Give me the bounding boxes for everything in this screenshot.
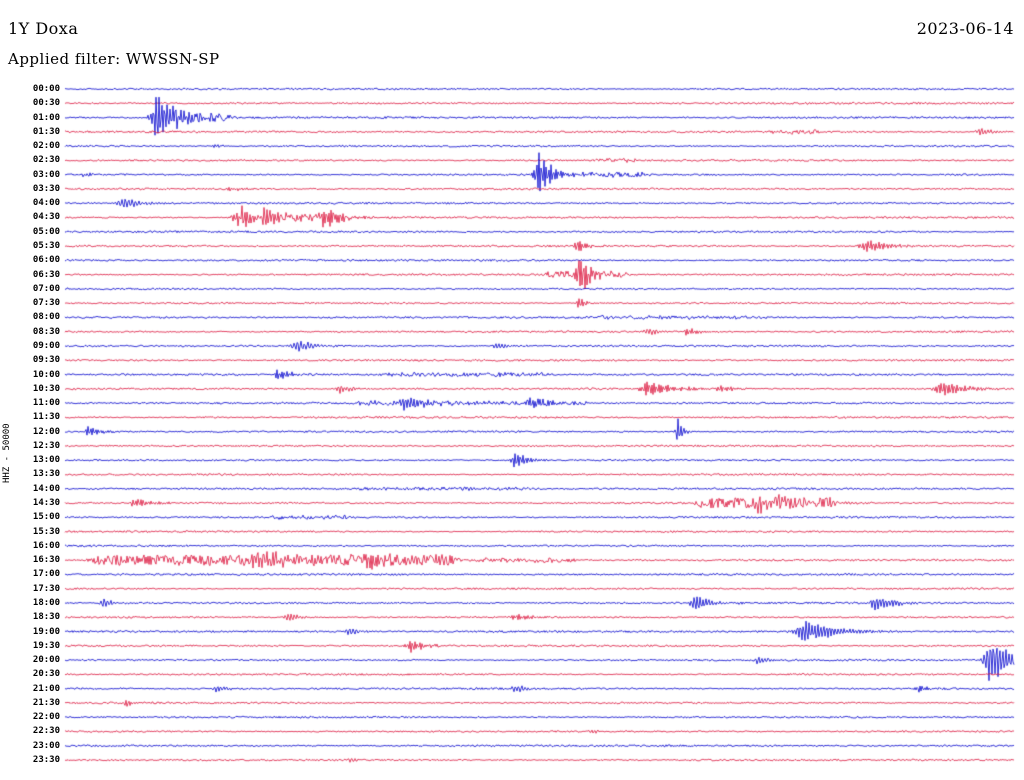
time-label: 16:30 <box>32 555 60 566</box>
time-label: 18:30 <box>32 612 60 623</box>
time-label: 09:30 <box>32 355 60 366</box>
time-label: 00:30 <box>32 98 60 109</box>
time-label: 23:30 <box>32 755 60 766</box>
time-label: 17:00 <box>32 569 60 580</box>
time-label: 08:00 <box>32 312 60 323</box>
time-label: 12:00 <box>32 426 60 437</box>
time-label: 14:00 <box>32 483 60 494</box>
time-label: 08:30 <box>32 326 60 337</box>
time-label: 20:30 <box>32 669 60 680</box>
time-label: 22:30 <box>32 726 60 737</box>
time-label: 05:30 <box>32 241 60 252</box>
time-label: 10:30 <box>32 383 60 394</box>
time-label: 21:30 <box>32 697 60 708</box>
time-label: 04:30 <box>32 212 60 223</box>
time-label: 10:00 <box>32 369 60 380</box>
time-label: 11:30 <box>32 412 60 423</box>
time-label: 06:30 <box>32 269 60 280</box>
time-label: 01:30 <box>32 126 60 137</box>
time-label: 12:30 <box>32 440 60 451</box>
time-label: 23:00 <box>32 740 60 751</box>
time-label: 02:30 <box>32 155 60 166</box>
time-label: 19:30 <box>32 640 60 651</box>
time-label: 03:00 <box>32 169 60 180</box>
time-label: 22:00 <box>32 712 60 723</box>
time-label: 13:00 <box>32 455 60 466</box>
station-title: 1Y Doxa <box>8 19 79 38</box>
time-label: 07:30 <box>32 298 60 309</box>
filter-label: Applied filter: WWSSN-SP <box>8 50 220 68</box>
time-label: 18:00 <box>32 597 60 608</box>
time-label: 11:00 <box>32 398 60 409</box>
time-label: 02:00 <box>32 141 60 152</box>
time-label: 09:00 <box>32 340 60 351</box>
time-label: 17:30 <box>32 583 60 594</box>
time-label: 04:00 <box>32 198 60 209</box>
time-label: 15:00 <box>32 512 60 523</box>
time-label: 03:30 <box>32 183 60 194</box>
time-label: 14:30 <box>32 498 60 509</box>
time-label: 05:00 <box>32 226 60 237</box>
time-label: 06:00 <box>32 255 60 266</box>
time-label: 07:00 <box>32 283 60 294</box>
time-label: 15:30 <box>32 526 60 537</box>
time-label: 00:00 <box>32 84 60 94</box>
time-label: 01:00 <box>32 112 60 123</box>
time-label: 20:00 <box>32 655 60 666</box>
date-label: 2023-06-14 <box>916 19 1014 38</box>
time-label: 13:30 <box>32 469 60 480</box>
time-label: 19:00 <box>32 626 60 637</box>
time-label: 21:00 <box>32 683 60 694</box>
time-label: 16:00 <box>32 540 60 551</box>
